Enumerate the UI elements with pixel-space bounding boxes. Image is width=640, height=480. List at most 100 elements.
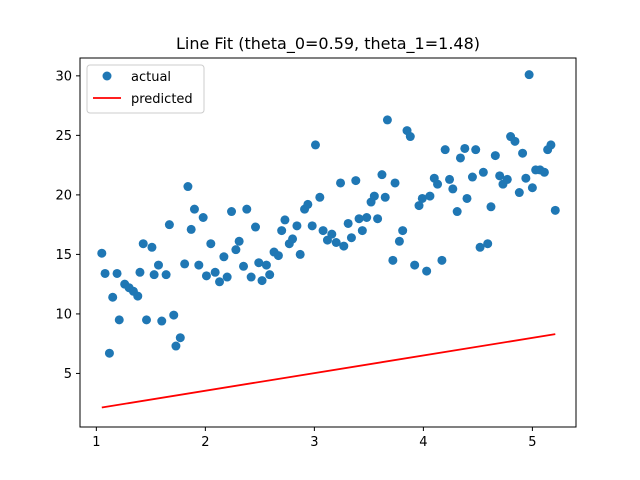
data-point-actual xyxy=(546,140,556,150)
y-tick-label: 10 xyxy=(55,307,72,322)
data-point-actual xyxy=(388,255,398,265)
data-point-actual xyxy=(318,226,328,236)
data-point-actual xyxy=(521,173,531,183)
predicted-line xyxy=(101,333,556,409)
data-point-actual xyxy=(486,202,496,212)
data-point-actual xyxy=(405,132,415,142)
x-tick-label: 4 xyxy=(419,435,427,450)
data-point-actual xyxy=(394,236,404,246)
data-point-actual xyxy=(445,174,455,184)
data-point-actual xyxy=(114,315,124,325)
data-point-actual xyxy=(471,145,481,155)
data-point-actual xyxy=(307,221,317,231)
data-point-actual xyxy=(514,188,524,198)
legend-label-actual: actual xyxy=(131,70,171,85)
data-point-actual xyxy=(467,172,477,182)
data-point-actual xyxy=(524,70,534,80)
data-point-actual xyxy=(462,193,472,203)
data-point-actual xyxy=(495,171,505,181)
data-point-actual xyxy=(422,266,432,276)
data-point-actual xyxy=(215,277,225,287)
data-point-actual xyxy=(357,226,367,236)
data-point-actual xyxy=(310,140,320,150)
data-point-actual xyxy=(194,260,204,270)
data-point-actual xyxy=(135,267,145,277)
data-point-actual xyxy=(227,207,237,217)
data-point-actual xyxy=(398,226,408,236)
data-point-actual xyxy=(295,249,305,259)
data-point-actual xyxy=(437,255,447,265)
data-point-actual xyxy=(417,193,427,203)
data-point-actual xyxy=(315,192,325,202)
plot-border xyxy=(79,57,577,428)
chart-title: Line Fit (theta_0=0.59, theta_1=1.48) xyxy=(176,34,480,54)
data-point-actual xyxy=(510,136,520,146)
data-point-actual xyxy=(377,170,387,180)
data-point-actual xyxy=(303,199,313,209)
data-point-actual xyxy=(231,245,241,255)
data-point-actual xyxy=(153,260,163,270)
data-point-actual xyxy=(369,191,379,201)
data-point-actual xyxy=(164,220,174,230)
data-point-actual xyxy=(261,260,271,270)
data-point-actual xyxy=(161,270,171,280)
legend-label-predicted: predicted xyxy=(131,92,193,107)
data-point-actual xyxy=(346,233,356,243)
data-point-actual xyxy=(169,310,179,320)
data-point-actual xyxy=(390,178,400,188)
data-point-actual xyxy=(104,348,114,358)
data-point-actual xyxy=(222,272,232,282)
data-point-actual xyxy=(425,191,435,201)
data-point-actual xyxy=(141,315,151,325)
x-axis: 1 2 3 4 5 xyxy=(92,427,537,450)
data-point-actual xyxy=(373,214,383,224)
x-tick-label: 5 xyxy=(528,435,536,450)
data-point-actual xyxy=(239,261,249,271)
data-point-actual xyxy=(147,242,157,252)
data-point-actual xyxy=(180,259,190,269)
data-point-actual xyxy=(251,222,261,232)
data-point-actual xyxy=(183,182,193,192)
data-point-actual xyxy=(410,260,420,270)
series-layer xyxy=(97,70,560,409)
data-point-actual xyxy=(138,239,148,249)
y-tick-label: 20 xyxy=(55,188,72,203)
data-point-actual xyxy=(527,183,537,193)
data-point-actual xyxy=(234,236,244,246)
data-point-actual xyxy=(478,167,488,177)
data-point-actual xyxy=(273,251,283,261)
y-tick-label: 30 xyxy=(55,69,72,84)
data-point-actual xyxy=(265,270,275,280)
data-point-actual xyxy=(460,143,470,153)
y-tick-label: 5 xyxy=(64,367,72,382)
y-tick-label: 15 xyxy=(55,248,72,263)
data-point-actual xyxy=(339,241,349,251)
data-point-actual xyxy=(362,213,372,223)
data-point-actual xyxy=(539,167,549,177)
data-point-actual xyxy=(257,276,267,286)
y-axis: 5 10 15 20 25 30 xyxy=(55,69,80,382)
legend: actual predicted xyxy=(86,64,205,114)
data-point-actual xyxy=(277,226,287,236)
data-point-actual xyxy=(157,316,167,326)
data-point-actual xyxy=(206,239,216,249)
data-point-actual xyxy=(100,268,110,278)
data-point-actual xyxy=(336,178,346,188)
x-tick-label: 3 xyxy=(310,435,318,450)
data-point-actual xyxy=(475,242,485,252)
data-point-actual xyxy=(327,229,337,239)
legend-box xyxy=(86,64,205,114)
data-point-actual xyxy=(246,272,256,282)
data-point-actual xyxy=(448,184,458,194)
data-point-actual xyxy=(133,291,143,301)
data-point-actual xyxy=(198,213,208,223)
data-point-actual xyxy=(455,153,465,163)
data-point-actual xyxy=(351,176,361,186)
data-point-actual xyxy=(483,239,493,249)
data-point-actual xyxy=(171,341,181,351)
data-point-actual xyxy=(502,174,512,184)
data-point-actual xyxy=(112,268,122,278)
legend-marker-actual xyxy=(102,71,112,81)
data-point-actual xyxy=(380,192,390,202)
data-point-actual xyxy=(433,179,443,189)
